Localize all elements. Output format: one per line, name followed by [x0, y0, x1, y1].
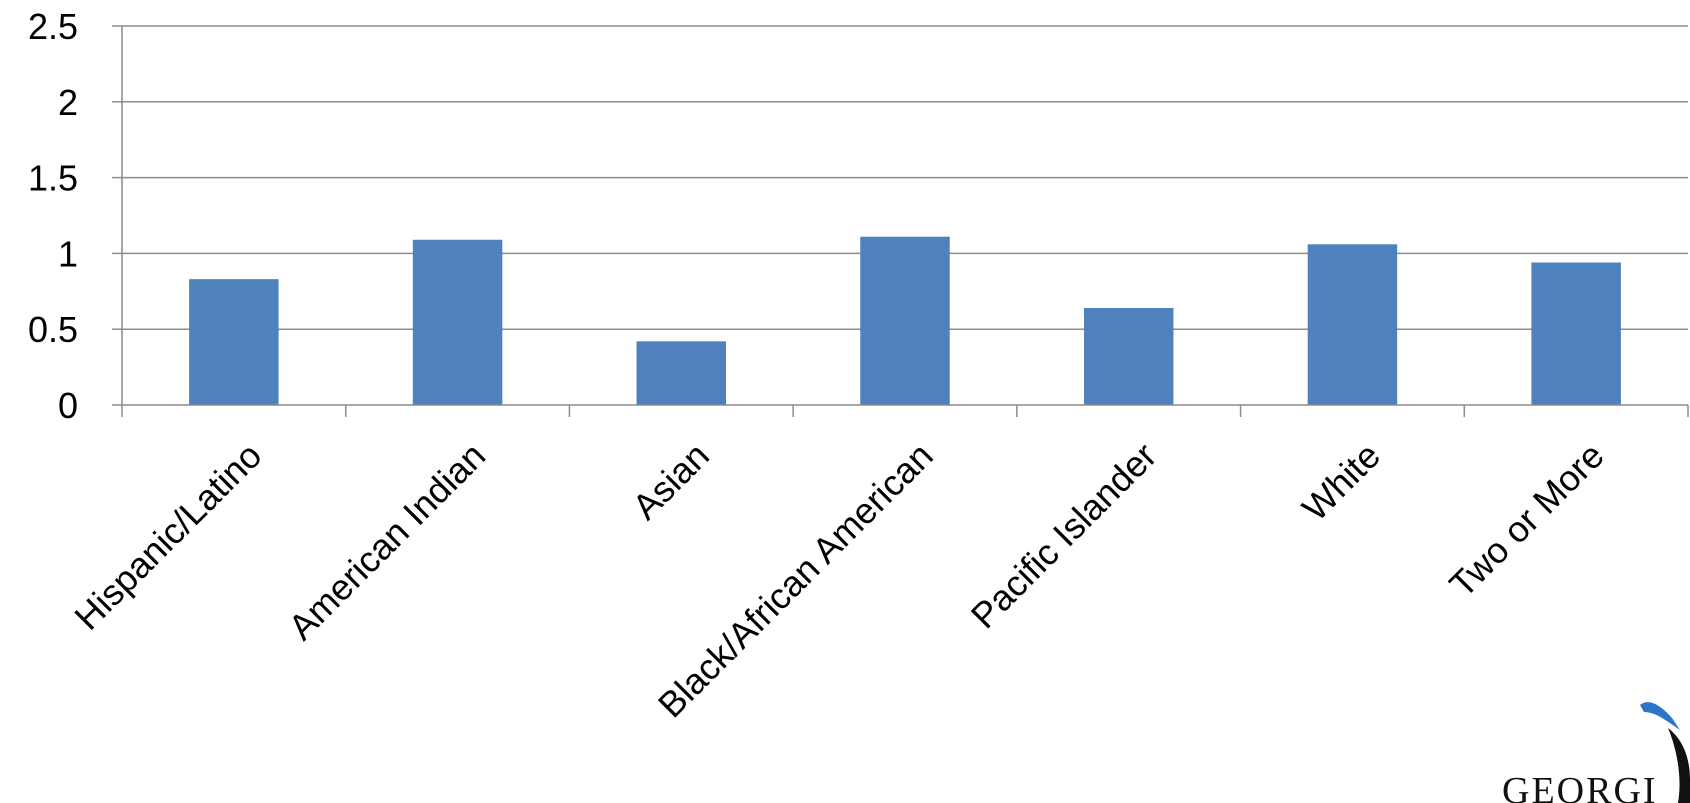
logo-text: GEORGI [1502, 770, 1658, 803]
category-label: American Indian [280, 435, 493, 648]
bar [1531, 262, 1621, 405]
category-label: Pacific Islander [963, 435, 1165, 637]
y-tick-label: 1.5 [28, 158, 78, 199]
bar [860, 236, 950, 405]
y-tick-label: 0.5 [28, 309, 78, 350]
category-labels: Hispanic/Latino American Indian AsianBlack… [66, 435, 1611, 726]
bar [1083, 307, 1174, 405]
y-tick-label: 0 [58, 385, 78, 426]
logo: GEORGI [1502, 702, 1690, 803]
category-label: Asian [624, 435, 717, 528]
bar [189, 279, 279, 405]
y-tick-labels: 0 0.5 1 1.5 2 2.5 [28, 6, 78, 426]
y-tick-label: 2.5 [28, 6, 78, 47]
category-label: Two or More [1441, 435, 1611, 605]
bar [412, 239, 503, 405]
bars [189, 236, 1621, 405]
y-tick-label: 1 [58, 233, 78, 274]
bar [1307, 244, 1398, 405]
category-label: Hispanic/Latino [66, 435, 269, 638]
bar [636, 341, 727, 405]
category-label: White [1294, 435, 1388, 529]
logo-swoosh [1640, 702, 1680, 730]
logo-mark [1668, 728, 1690, 803]
gridlines [122, 25, 1688, 330]
axes [112, 25, 1689, 417]
y-tick-label: 2 [58, 82, 78, 123]
